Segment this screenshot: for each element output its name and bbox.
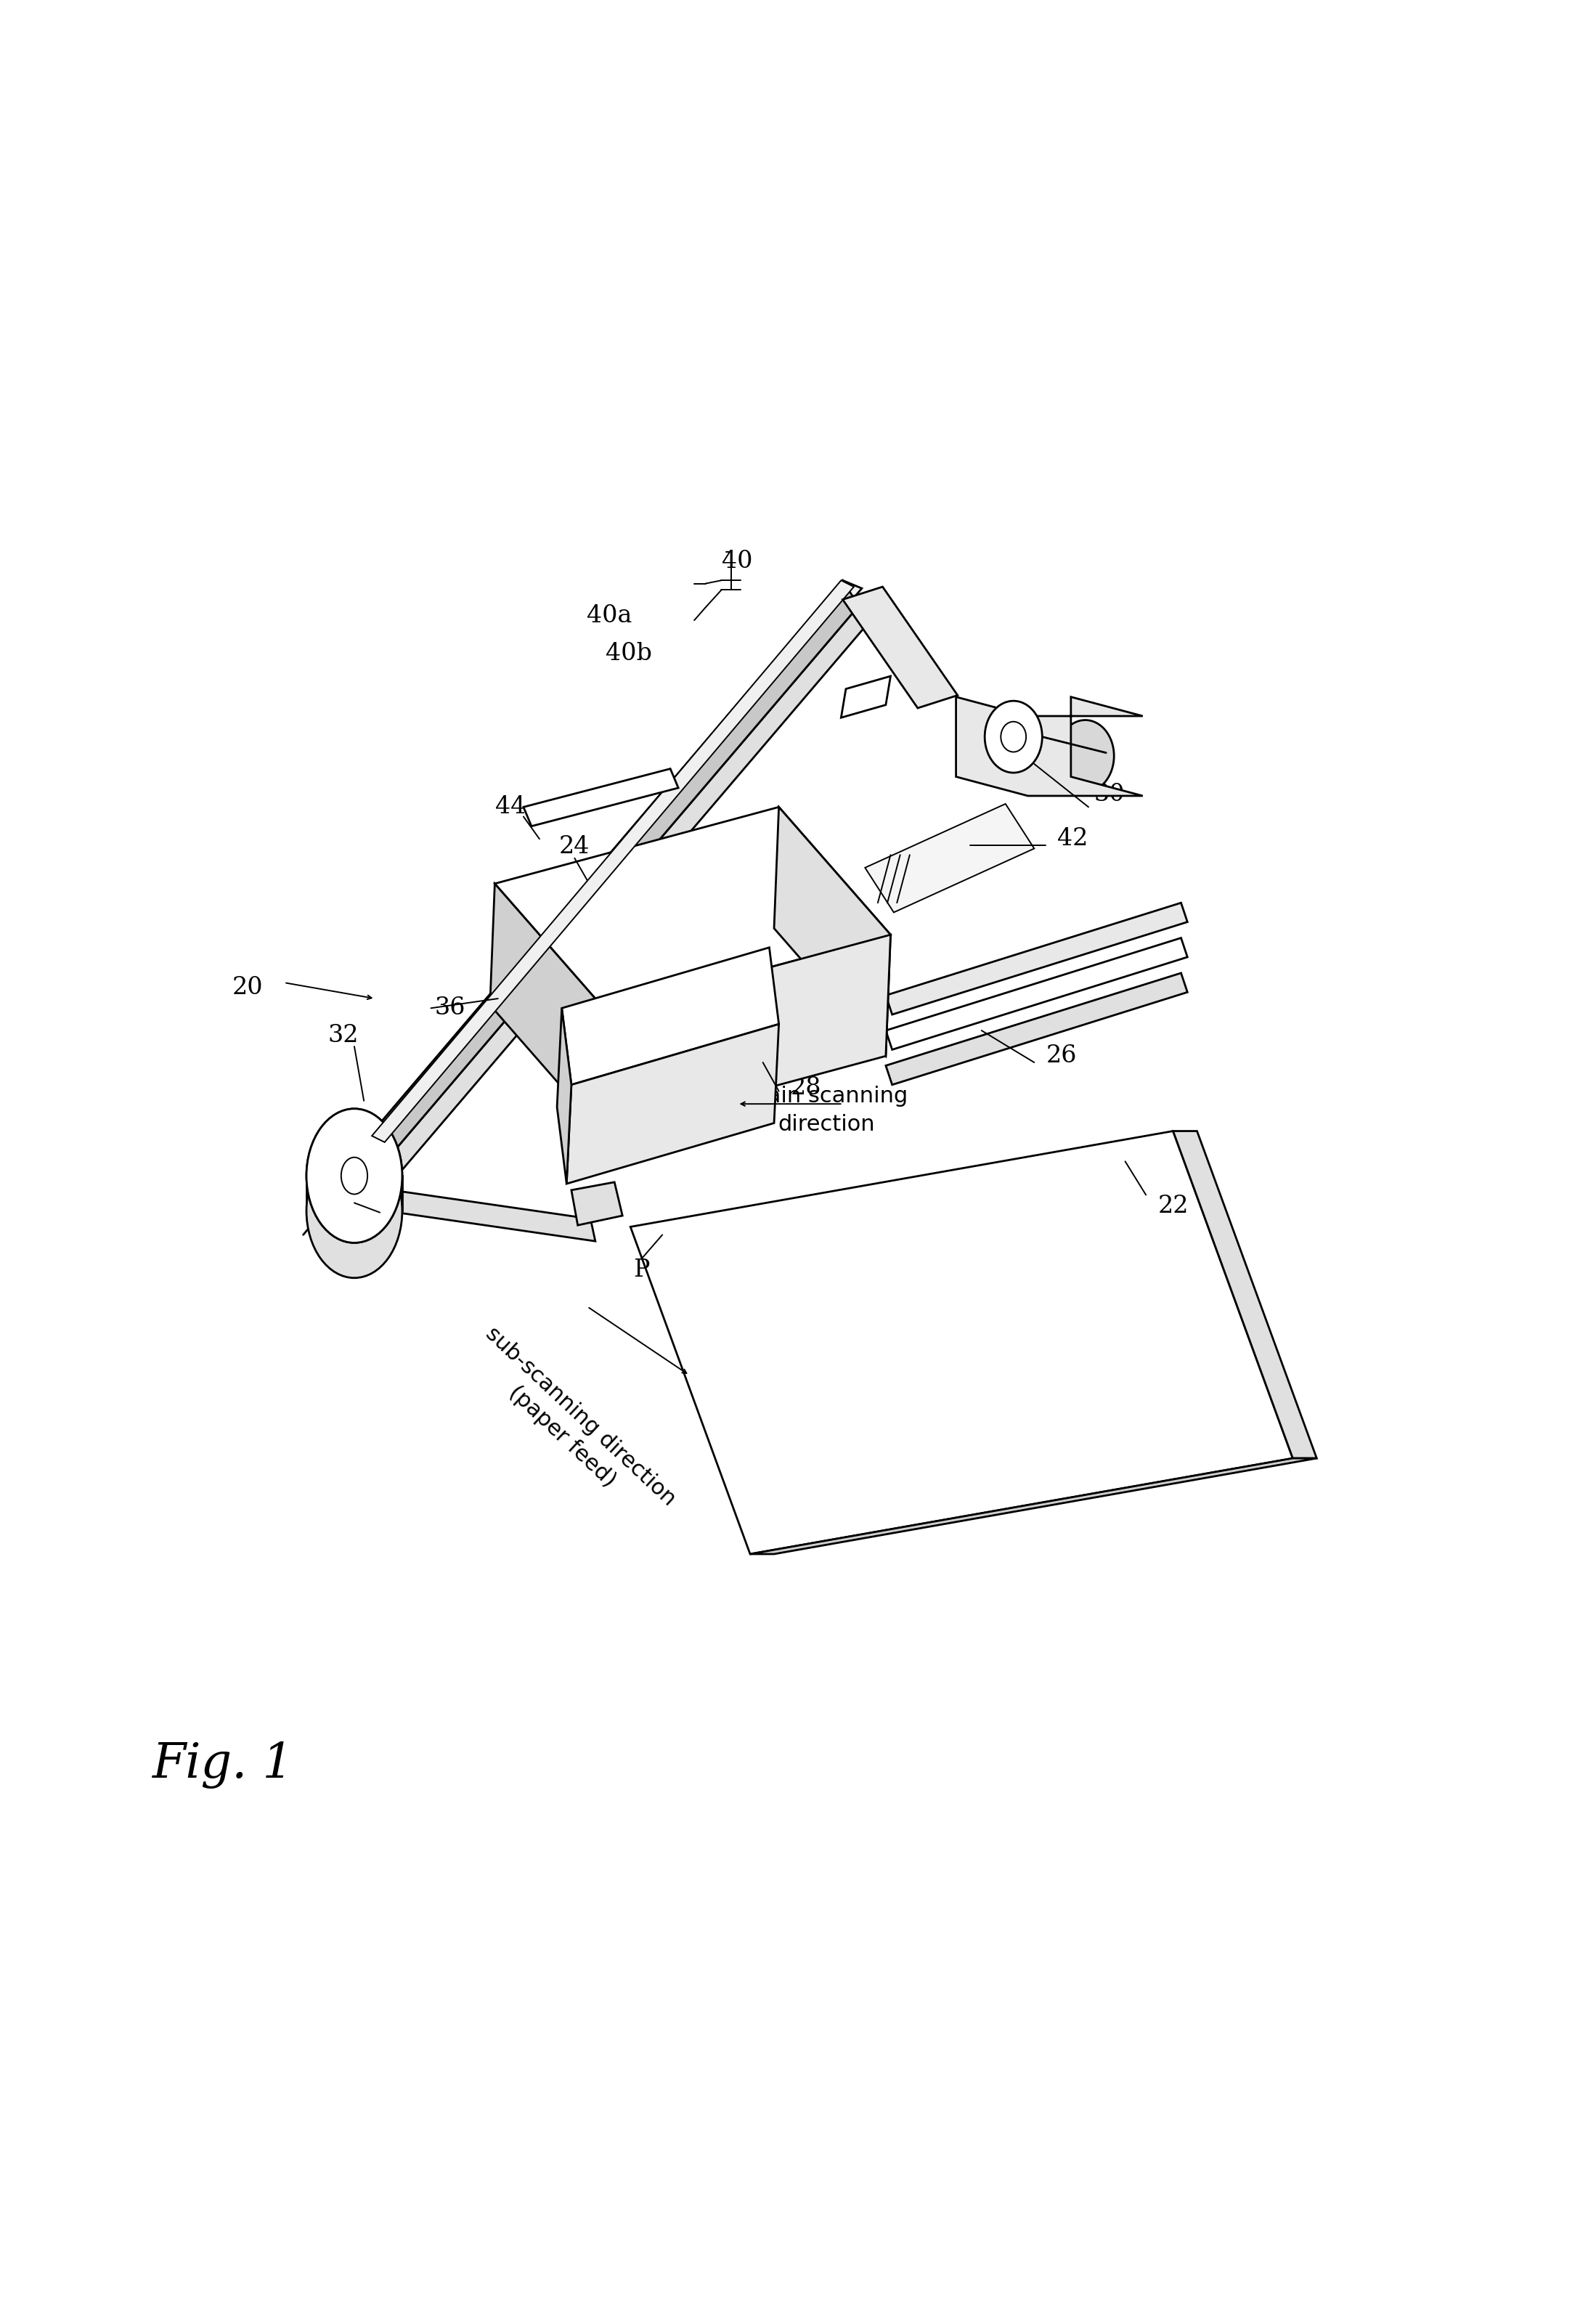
Polygon shape — [886, 938, 1187, 1049]
Polygon shape — [567, 1023, 779, 1183]
Polygon shape — [495, 806, 891, 1012]
Polygon shape — [1173, 1132, 1317, 1458]
Polygon shape — [364, 580, 859, 1169]
Text: P: P — [634, 1259, 650, 1282]
Ellipse shape — [306, 1109, 402, 1243]
Ellipse shape — [306, 1143, 402, 1277]
Polygon shape — [364, 580, 862, 1150]
Ellipse shape — [342, 1157, 367, 1194]
Polygon shape — [841, 677, 891, 718]
Polygon shape — [956, 698, 1143, 797]
Text: 34: 34 — [327, 1204, 359, 1227]
Text: 24: 24 — [559, 836, 591, 859]
Text: 22: 22 — [1157, 1194, 1189, 1217]
Ellipse shape — [306, 1109, 402, 1243]
Polygon shape — [348, 1183, 595, 1240]
Text: 26: 26 — [1045, 1044, 1077, 1067]
Text: 40a: 40a — [587, 603, 632, 626]
Polygon shape — [380, 605, 875, 1178]
Text: sub-scanning direction
(paper feed): sub-scanning direction (paper feed) — [463, 1324, 680, 1529]
Polygon shape — [843, 587, 958, 709]
Polygon shape — [490, 885, 606, 1132]
Text: 44: 44 — [495, 795, 527, 818]
Polygon shape — [557, 1007, 571, 1183]
Polygon shape — [306, 1176, 402, 1210]
Polygon shape — [750, 1458, 1317, 1555]
Text: main scanning
direction: main scanning direction — [745, 1086, 908, 1134]
Text: 20: 20 — [231, 975, 263, 998]
Text: 32: 32 — [327, 1023, 359, 1046]
Polygon shape — [630, 1132, 1293, 1555]
Polygon shape — [602, 936, 891, 1132]
Text: 42: 42 — [1057, 827, 1088, 850]
Ellipse shape — [985, 700, 1042, 774]
Polygon shape — [523, 769, 678, 827]
Polygon shape — [372, 580, 854, 1141]
Polygon shape — [774, 806, 891, 1056]
Text: 36: 36 — [434, 996, 466, 1019]
Text: 28: 28 — [790, 1076, 822, 1100]
Text: Fig. 1: Fig. 1 — [152, 1742, 294, 1788]
Polygon shape — [562, 947, 779, 1086]
Polygon shape — [886, 973, 1187, 1086]
Ellipse shape — [1057, 721, 1114, 792]
Polygon shape — [865, 804, 1034, 912]
Polygon shape — [886, 903, 1187, 1014]
Text: 40b: 40b — [605, 642, 653, 665]
Text: 30: 30 — [1093, 783, 1125, 806]
Text: 40: 40 — [721, 550, 753, 573]
Polygon shape — [571, 1183, 622, 1224]
Ellipse shape — [1001, 721, 1026, 753]
